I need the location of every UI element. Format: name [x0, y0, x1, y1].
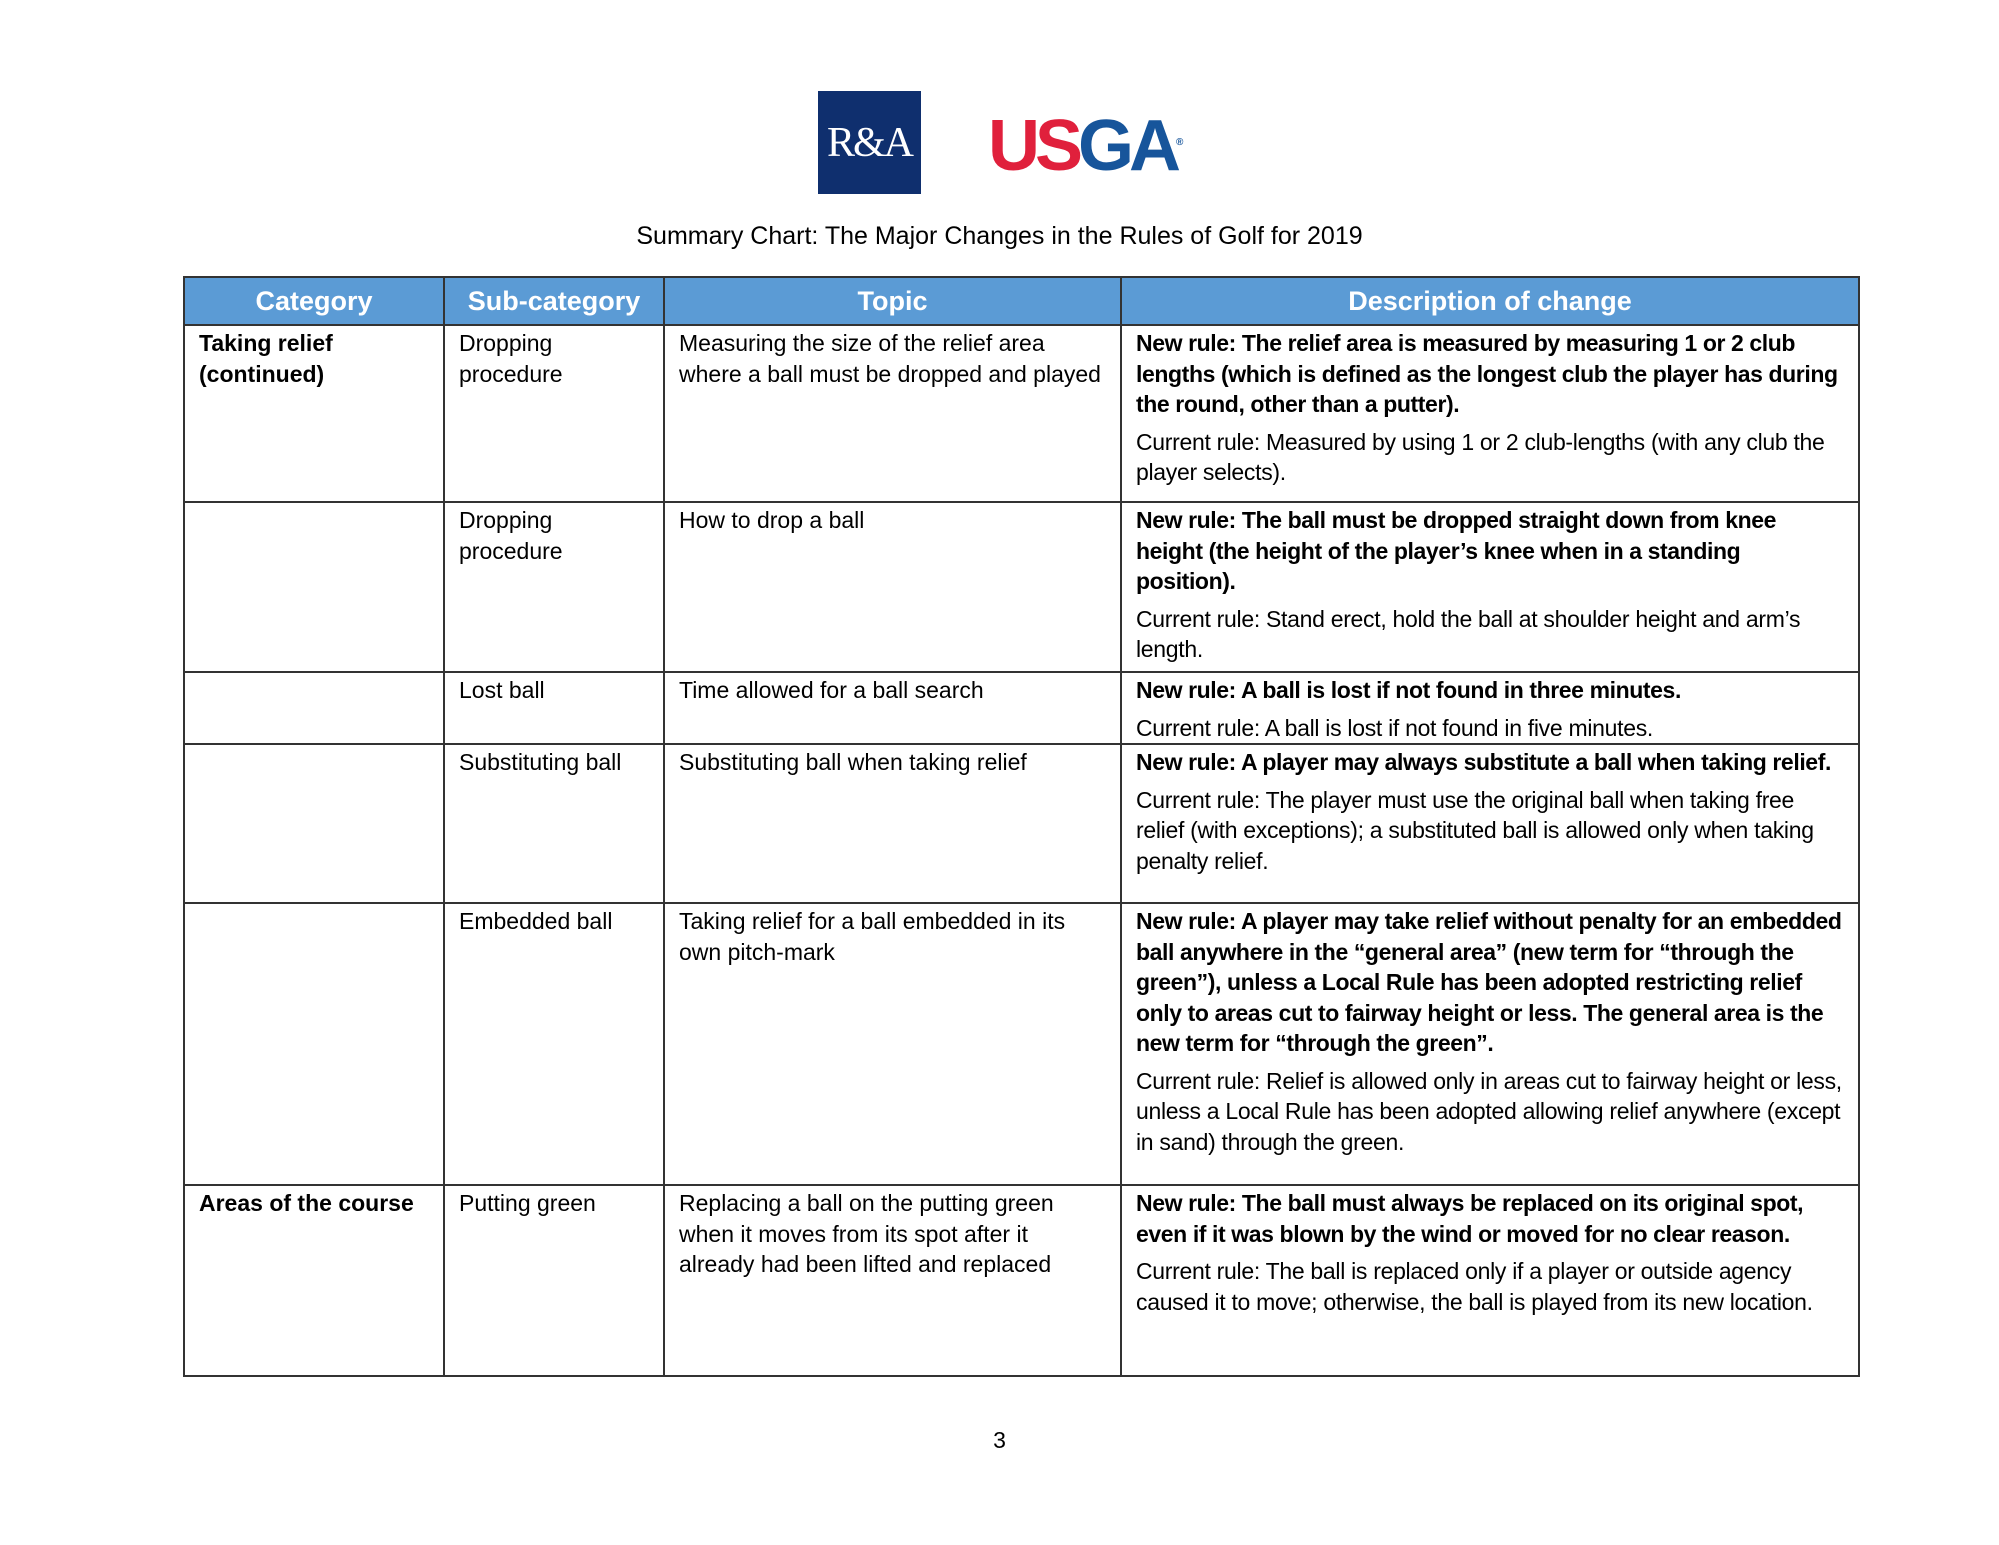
- current-rule-text: Current rule: The ball is replaced only …: [1136, 1258, 1813, 1315]
- usga-registered-mark: ®: [1176, 137, 1184, 148]
- cell-topic: Substituting ball when taking relief: [663, 743, 1122, 904]
- cell-topic: Measuring the size of the relief area wh…: [663, 324, 1122, 503]
- header-description: Description of change: [1120, 276, 1860, 326]
- usga-logo: USGA®: [988, 108, 1184, 182]
- cell-subcategory: Putting green: [443, 1184, 665, 1377]
- document-title: Summary Chart: The Major Changes in the …: [636, 222, 1363, 250]
- cell-category: [183, 501, 445, 673]
- cell-description: New rule: A player may take relief witho…: [1120, 902, 1860, 1186]
- header-topic: Topic: [663, 276, 1122, 326]
- table-row: Lost ball Time allowed for a ball search…: [183, 671, 1860, 745]
- cell-description: New rule: A ball is lost if not found in…: [1120, 671, 1860, 745]
- cell-description: New rule: The ball must be dropped strai…: [1120, 501, 1860, 673]
- table-row: Areas of the course Putting green Replac…: [183, 1184, 1860, 1377]
- cell-topic: How to drop a ball: [663, 501, 1122, 673]
- table-row: Dropping procedure How to drop a ball Ne…: [183, 501, 1860, 673]
- table-row: Taking relief (continued) Dropping proce…: [183, 324, 1860, 503]
- cell-subcategory: Embedded ball: [443, 902, 665, 1186]
- ra-logo: R&A: [818, 91, 921, 194]
- usga-logo-us: US: [988, 106, 1083, 186]
- cell-category: Taking relief (continued): [183, 324, 445, 503]
- cell-subcategory: Dropping procedure: [443, 501, 665, 673]
- table-row: Embedded ball Taking relief for a ball e…: [183, 902, 1860, 1186]
- cell-subcategory: Lost ball: [443, 671, 665, 745]
- cell-category: [183, 743, 445, 904]
- cell-topic: Replacing a ball on the putting green wh…: [663, 1184, 1122, 1377]
- header-category: Category: [183, 276, 445, 326]
- current-rule-text: Current rule: A ball is lost if not foun…: [1136, 714, 1653, 741]
- current-rule-text: Current rule: Measured by using 1 or 2 c…: [1136, 428, 1825, 486]
- cell-category: [183, 671, 445, 745]
- new-rule-text: New rule: The ball must always be replac…: [1136, 1190, 1804, 1247]
- usga-logo-ga: GA: [1078, 106, 1181, 186]
- cell-description: New rule: The relief area is measured by…: [1120, 324, 1860, 503]
- new-rule-text: New rule: The relief area is measured by…: [1136, 330, 1838, 417]
- page-number: 3: [993, 1427, 1006, 1453]
- cell-category: Areas of the course: [183, 1184, 445, 1377]
- new-rule-text: New rule: The ball must be dropped strai…: [1136, 507, 1777, 594]
- cell-subcategory: Substituting ball: [443, 743, 665, 904]
- new-rule-text: New rule: A ball is lost if not found in…: [1136, 677, 1681, 703]
- current-rule-text: Current rule: The player must use the or…: [1136, 786, 1814, 874]
- new-rule-text: New rule: A player may take relief witho…: [1136, 908, 1842, 1056]
- current-rule-text: Current rule: Relief is allowed only in …: [1136, 1067, 1842, 1155]
- table-row: Substituting ball Substituting ball when…: [183, 743, 1860, 904]
- cell-description: New rule: A player may always substitute…: [1120, 743, 1860, 904]
- cell-topic: Time allowed for a ball search: [663, 671, 1122, 745]
- current-rule-text: Current rule: Stand erect, hold the ball…: [1136, 605, 1801, 663]
- header-subcategory: Sub-category: [443, 276, 665, 326]
- new-rule-text: New rule: A player may always substitute…: [1136, 749, 1831, 775]
- rules-changes-table: Category Sub-category Topic Description …: [183, 276, 1860, 1377]
- cell-subcategory: Dropping procedure: [443, 324, 665, 503]
- cell-topic: Taking relief for a ball embedded in its…: [663, 902, 1122, 1186]
- cell-description: New rule: The ball must always be replac…: [1120, 1184, 1860, 1377]
- table-header-row: Category Sub-category Topic Description …: [183, 276, 1860, 326]
- ra-logo-text: R&A: [826, 119, 914, 166]
- cell-category: [183, 902, 445, 1186]
